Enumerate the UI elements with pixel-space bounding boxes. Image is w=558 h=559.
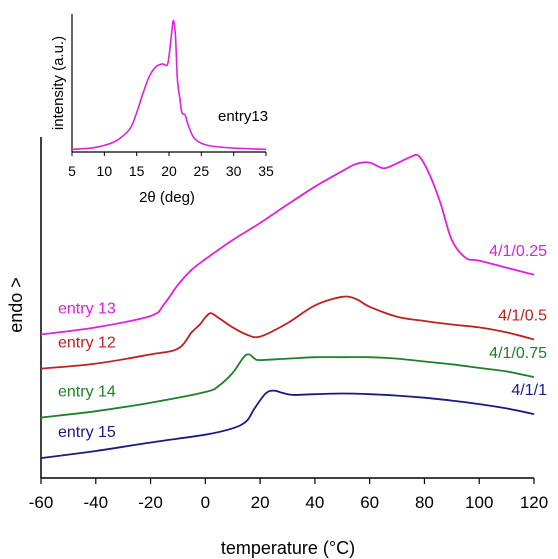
inset-series-line: [71, 19, 267, 151]
inset-x-tick-label: 5: [68, 163, 76, 179]
inset-x-ticks: 5 10 15 20 25 30 35: [68, 152, 274, 179]
inset-series-label: entry13: [218, 108, 268, 125]
inset-x-tick-label: 35: [258, 163, 274, 179]
inset-series-line: [71, 19, 267, 151]
main-x-tick-label: -20: [138, 493, 163, 512]
series-line: [40, 295, 535, 370]
main-x-tick-label: 80: [415, 493, 434, 512]
inset-x-axis-title: 2θ (deg): [139, 189, 195, 206]
inset-y-axis-title: intensity (a.u.): [50, 36, 67, 130]
inset-x-tick-label: 25: [194, 163, 210, 179]
inset-x-tick-label: 10: [97, 163, 113, 179]
main-series-lines: [40, 153, 535, 459]
series-entry-label: entry 13: [58, 300, 116, 317]
main-x-ticks: -60 -40 -20 0 20 40 60 80 100 120: [29, 478, 548, 512]
series-entry-label: entry 12: [58, 335, 116, 352]
main-x-tick-label: 0: [201, 493, 210, 512]
main-x-tick-label: 20: [251, 493, 270, 512]
series-ratio-label: 4/1/0.5: [498, 307, 547, 324]
series-line: [40, 153, 535, 336]
inset-x-tick-label: 15: [129, 163, 145, 179]
main-x-tick-label: 120: [520, 493, 548, 512]
series-ratio-label: 4/1/0.75: [489, 345, 547, 362]
y-axis-title: endo >: [6, 277, 26, 333]
main-x-tick-label: 40: [305, 493, 324, 512]
series-ratio-label: 4/1/0.25: [489, 243, 547, 260]
main-x-tick-label: -40: [83, 493, 108, 512]
series-entry-label: entry 15: [58, 424, 116, 441]
main-chart: -60 -40 -20 0 20 40 60 80 100 120 entry 13 4/1/0.2…: [6, 137, 548, 558]
series-line: [40, 389, 535, 459]
x-axis-title: temperature (°C): [221, 538, 355, 558]
main-x-tick-label: -60: [29, 493, 54, 512]
main-x-tick-label: 60: [360, 493, 379, 512]
main-x-tick-label: 100: [465, 493, 493, 512]
main-series-labels: entry 13 4/1/0.25 entry 12 4/1/0.5 entry 14 4…: [58, 243, 547, 441]
inset-x-tick-label: 20: [161, 163, 177, 179]
series-line: [40, 353, 535, 419]
inset-x-tick-label: 30: [226, 163, 242, 179]
series-ratio-label: 4/1/1: [511, 382, 547, 399]
series-entry-label: entry 14: [58, 384, 116, 401]
inset-chart: 5 10 15 20 25 30 35 entry13 2θ (deg) intensity…: [50, 14, 274, 206]
